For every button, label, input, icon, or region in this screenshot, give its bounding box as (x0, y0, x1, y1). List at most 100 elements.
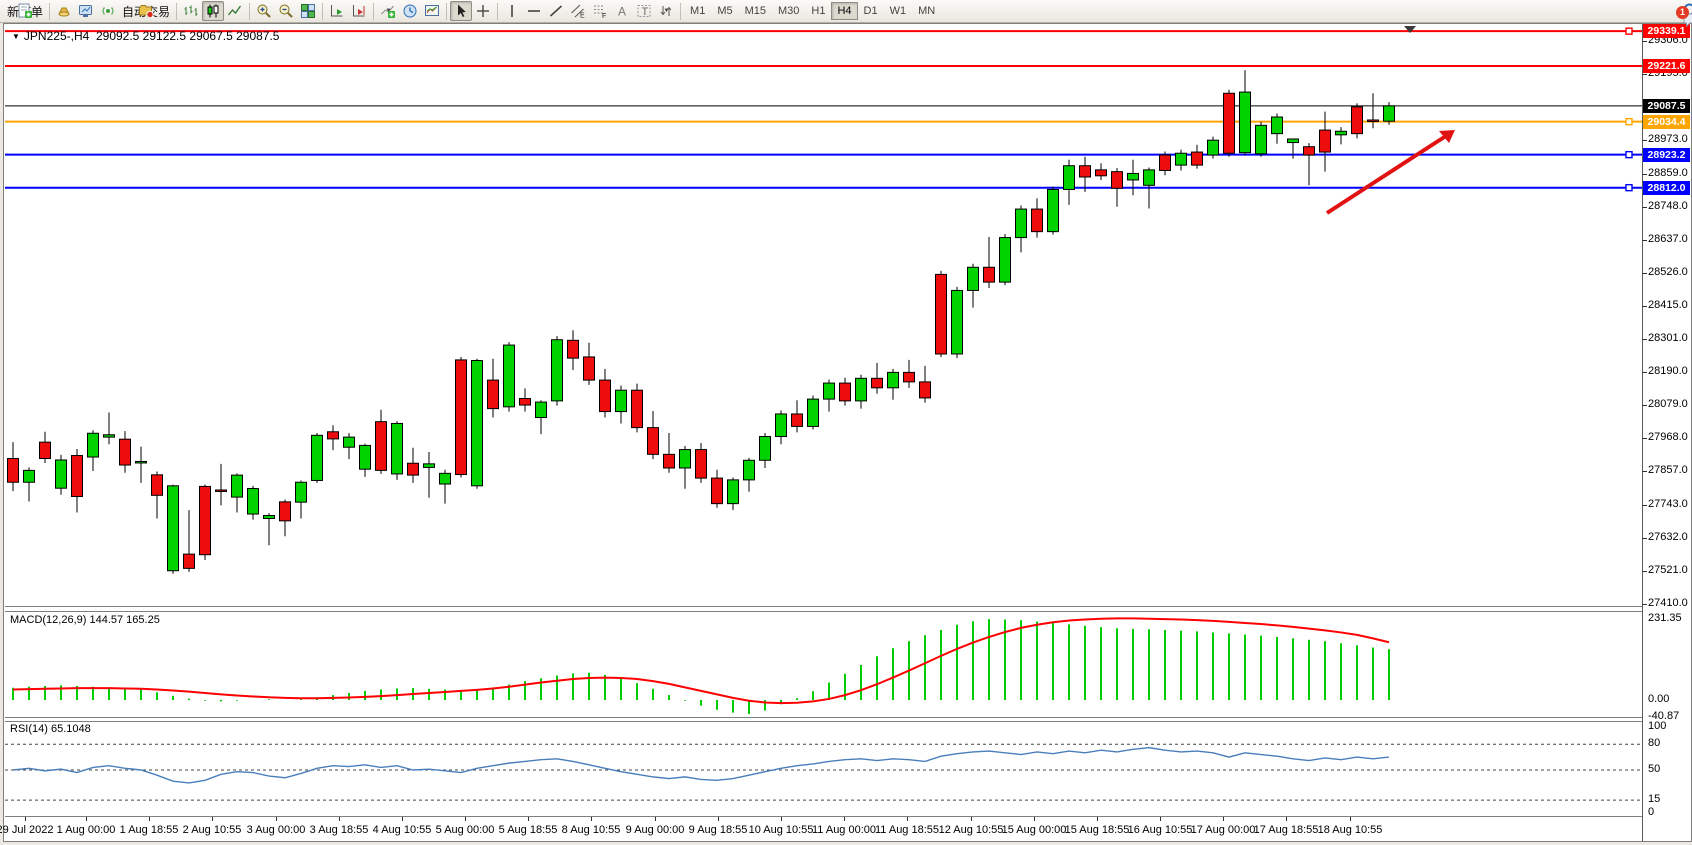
time-axis[interactable]: 29 Jul 2022 1 Aug 00:00 1 Aug 18:55 2 Aug 1… (0, 817, 1642, 841)
panel-separator[interactable] (5, 606, 1642, 612)
chart-shift-marker[interactable] (1404, 26, 1416, 33)
candle-body (151, 474, 163, 496)
bar-chart-icon (184, 5, 198, 16)
price-tick-mark (1642, 339, 1647, 341)
ohlc-readout: 29092.5 29122.5 29067.5 29087.5 (95, 29, 280, 43)
time-axis-label: 3 Aug 18:55 (309, 824, 369, 836)
candle-body (7, 457, 19, 483)
candle-body (855, 377, 867, 402)
price-line-handle[interactable] (1625, 150, 1633, 159)
candle-body (967, 266, 979, 291)
signal-icon (102, 7, 114, 15)
crosshair-button[interactable] (472, 1, 494, 21)
price-tick-mark (1642, 571, 1647, 573)
channel-icon: E (571, 4, 585, 20)
cursor-icon (458, 4, 466, 17)
terminal-button[interactable] (75, 1, 97, 21)
candle-body (1031, 208, 1043, 233)
candle-body (503, 344, 515, 408)
svg-text:A: A (618, 5, 626, 19)
time-axis-label: 1 Aug 18:55 (119, 824, 179, 836)
candle-body (1207, 139, 1219, 156)
candle-body (1111, 171, 1123, 189)
indicators-button[interactable]: ▼ (377, 1, 399, 21)
signals-button[interactable] (97, 1, 119, 21)
time-axis-label: 11 Aug 00:00 (811, 824, 877, 836)
rsi-panel[interactable] (5, 722, 1642, 816)
toolbar-separator (249, 2, 251, 20)
price-line-handle[interactable] (1625, 117, 1633, 126)
time-tick-mark (1034, 817, 1035, 821)
cursor-button[interactable] (450, 1, 473, 21)
candlesticks (7, 70, 1395, 574)
chart-shift-button[interactable] (348, 1, 370, 21)
vertical-line-button[interactable] (501, 1, 523, 21)
tile-windows-button[interactable] (297, 1, 319, 21)
candle-body (1287, 138, 1299, 144)
candlestick-chart-button[interactable] (202, 1, 225, 21)
auto-scroll-button[interactable] (326, 1, 348, 21)
time-axis-label: 1 Aug 00:00 (56, 824, 116, 836)
timeframe-button-mn[interactable]: MN (918, 5, 936, 17)
zoom-out-button[interactable] (275, 1, 297, 21)
panel-separator[interactable] (5, 717, 1642, 722)
collapse-triangle-icon[interactable]: ▼ (12, 32, 20, 41)
candle-body (375, 421, 387, 471)
candlestick-chart-icon (207, 4, 219, 18)
line-chart-button[interactable] (224, 1, 246, 21)
time-axis-label: 4 Aug 10:55 (372, 824, 432, 836)
candle-body (631, 389, 643, 429)
text-label-button[interactable]: T (633, 1, 655, 21)
time-tick-mark (718, 817, 719, 821)
market-watch-button[interactable] (53, 1, 75, 21)
svg-text:E: E (580, 13, 585, 20)
text-button[interactable]: A (611, 1, 633, 21)
candle-body (1079, 165, 1091, 178)
price-tick-label: 28973.0 (1648, 132, 1688, 145)
timeframe-button-m15[interactable]: M15 (744, 5, 766, 17)
bar-chart-button[interactable] (180, 1, 202, 21)
timeframe-button-h4[interactable]: H4 (831, 2, 858, 20)
auto-trading-icon (139, 5, 154, 19)
toolbar-separator (373, 2, 375, 20)
main-chart-panel[interactable] (5, 24, 1642, 606)
auto-trading-button[interactable]: 自动交易 (119, 1, 173, 21)
timeframe-button-m30[interactable]: M30 (778, 5, 800, 17)
periods-button[interactable]: ▼ (399, 1, 421, 21)
arrows-button[interactable]: ▼ (655, 1, 677, 21)
timeframe-button-h1[interactable]: H1 (811, 5, 826, 17)
trendline-button[interactable] (545, 1, 567, 21)
candle-body (391, 422, 403, 475)
candle-body (695, 449, 707, 479)
candle-body (1255, 124, 1267, 155)
macd-axis-label: 231.35 (1648, 612, 1682, 624)
time-tick-mark (1160, 817, 1161, 821)
time-axis-label: 16 Aug 10:55 (1127, 824, 1193, 836)
timeframe-button-m1[interactable]: M1 (690, 5, 706, 17)
zoom-out-icon (279, 4, 293, 18)
price-tick-label: 27632.0 (1648, 531, 1688, 544)
equidistant-channel-button[interactable]: E (567, 1, 589, 21)
auto-scroll-icon (331, 5, 343, 17)
horizontal-line-button[interactable] (523, 1, 545, 21)
timeframe-button-m5[interactable]: M5 (717, 5, 733, 17)
trend-arrow-head[interactable] (1439, 130, 1455, 143)
fibonacci-button[interactable]: F (589, 1, 611, 21)
price-line-handle[interactable] (1625, 27, 1633, 35)
macd-panel[interactable] (5, 612, 1642, 717)
dropdown-caret-icon: ▼ (385, 8, 392, 14)
new-order-button[interactable]: 新订单 (4, 1, 46, 21)
candle-body (1047, 188, 1059, 233)
time-axis-label: 9 Aug 18:55 (688, 824, 748, 836)
candle-body (679, 449, 691, 469)
timeframe-button-w1[interactable]: W1 (889, 5, 907, 17)
templates-button[interactable]: ▼ (421, 1, 443, 21)
timeframe-button-d1[interactable]: D1 (863, 5, 878, 17)
price-tick-label: 28637.0 (1648, 232, 1688, 245)
price-line-handle[interactable] (1625, 183, 1633, 192)
price-tick-mark (1642, 41, 1647, 42)
trend-arrow-line[interactable] (1325, 132, 1451, 215)
zoom-in-button[interactable] (253, 1, 275, 21)
time-tick-mark (149, 817, 150, 821)
candle-body (327, 431, 339, 440)
